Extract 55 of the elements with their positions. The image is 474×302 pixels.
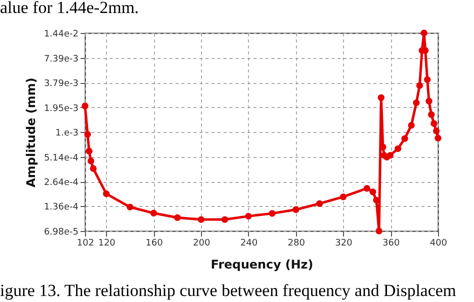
point (198, 216, 204, 223)
x-tick-label: 320 (335, 238, 353, 248)
point (174, 214, 181, 221)
point (412, 99, 420, 106)
point (84, 131, 91, 138)
point (430, 120, 438, 127)
x-tick-label: 360 (382, 238, 400, 248)
point (102, 190, 110, 198)
point (268, 210, 276, 217)
point (364, 185, 370, 192)
y-tick-label: 1.e-3 (55, 128, 78, 139)
point (245, 212, 252, 220)
x-tick-label: 200 (192, 238, 210, 248)
point (126, 204, 134, 210)
point (401, 135, 408, 142)
point (88, 158, 94, 164)
y-tick-label: 1.44e-2 (44, 30, 78, 40)
point (434, 134, 442, 142)
point (416, 82, 423, 89)
point (82, 102, 88, 110)
x-tick-label: 120 (98, 238, 116, 248)
point (394, 145, 402, 152)
y-tick-label: 7.39e-3 (44, 54, 78, 64)
point (428, 111, 435, 118)
y-tick-label: 3.79e-3 (44, 79, 78, 90)
point (150, 210, 158, 216)
y-tick-label: 2.64e-4 (44, 178, 79, 188)
y-tick-label: 1.36e-4 (44, 202, 79, 213)
x-axis-title: Frequency (Hz) (210, 258, 314, 272)
point (408, 122, 415, 129)
point (378, 94, 384, 101)
y-tick-label: 5.14e-4 (44, 153, 79, 164)
point (292, 206, 300, 213)
x-tick-label: 400 (430, 238, 448, 248)
text: igure 13. The relationship curve between frequency and Displacem (0, 281, 456, 300)
point (424, 76, 431, 84)
point (420, 30, 428, 36)
x-tick-label: 102 (76, 238, 94, 248)
point (221, 216, 228, 223)
y-tick-label: 6.98e-5 (44, 228, 78, 238)
point (376, 228, 382, 234)
x-tick-label: 240 (240, 238, 258, 248)
point (340, 194, 347, 200)
point (90, 165, 97, 172)
y-axis-title: Amplitude (mm) (24, 78, 38, 188)
x-tick-label: 160 (146, 238, 164, 248)
point (316, 200, 323, 207)
point (426, 98, 432, 104)
text: alue for 1.44e-2mm. (0, 0, 139, 17)
x-tick-label: 280 (288, 238, 306, 248)
point (386, 152, 394, 159)
point (369, 188, 376, 196)
point (86, 148, 92, 154)
y-tick-label: 1.95e-3 (44, 104, 78, 114)
point (432, 128, 440, 134)
